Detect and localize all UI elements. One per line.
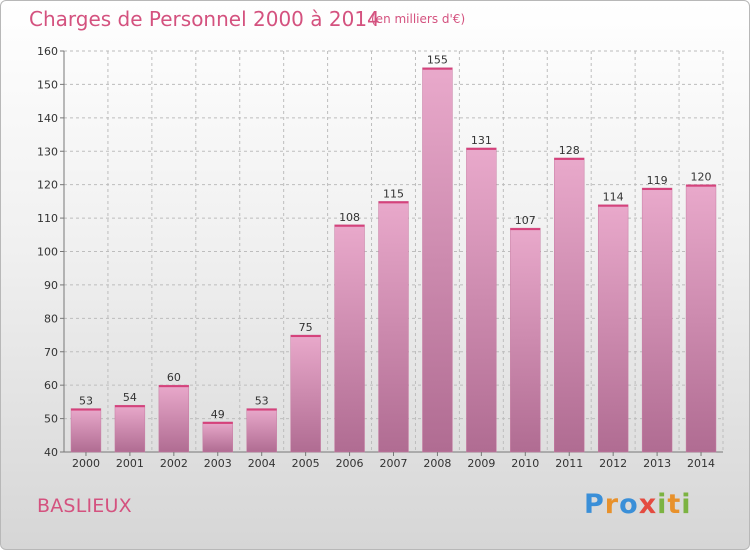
y-tick-label: 90 <box>44 279 58 292</box>
data-label: 107 <box>515 214 536 227</box>
x-tick-label: 2008 <box>423 457 451 470</box>
bar <box>334 224 365 453</box>
brand-letter: r <box>604 489 620 520</box>
y-tick-label: 120 <box>37 179 58 192</box>
brand-letter: i <box>681 489 692 520</box>
x-tick-label: 2014 <box>687 457 715 470</box>
data-label: 53 <box>255 395 269 408</box>
bar <box>158 384 190 453</box>
x-tick-label: 2003 <box>204 457 232 470</box>
bar <box>685 184 717 453</box>
bar-top-edge <box>334 224 365 227</box>
data-label: 114 <box>603 191 624 204</box>
bar <box>378 201 409 453</box>
bar-top-edge <box>202 421 233 424</box>
brand-letter: x <box>638 489 658 520</box>
bar-top-edge <box>71 408 101 411</box>
bar <box>246 408 277 453</box>
chart-title: Charges de Personnel 2000 à 2014 <box>29 7 380 31</box>
y-tick-label: 80 <box>44 312 58 325</box>
y-tick-label: 70 <box>44 346 58 359</box>
bar-top-edge <box>290 335 321 338</box>
brand-letter: i <box>657 489 668 520</box>
x-tick-label: 2009 <box>467 457 495 470</box>
y-tick-label: 140 <box>37 112 58 125</box>
x-tick-label: 2002 <box>160 457 188 470</box>
bar <box>290 334 321 453</box>
bar <box>597 204 629 453</box>
data-label: 54 <box>123 391 137 404</box>
data-label: 120 <box>691 171 712 184</box>
bar-top-edge <box>466 147 497 150</box>
bar <box>466 147 497 453</box>
y-tick-label: 130 <box>37 145 58 158</box>
y-tick-label: 160 <box>37 45 58 58</box>
bar <box>70 408 102 453</box>
brand-letter: o <box>619 489 639 520</box>
data-label: 131 <box>471 134 492 147</box>
x-tick-label: 2012 <box>599 457 627 470</box>
bar <box>641 187 673 453</box>
bar <box>114 404 146 453</box>
x-tick-label: 2010 <box>511 457 539 470</box>
bar-top-edge <box>554 157 585 160</box>
bar-top-edge <box>158 385 189 388</box>
x-tick-label: 2005 <box>292 457 320 470</box>
x-tick-label: 2004 <box>248 457 276 470</box>
data-label: 53 <box>79 395 93 408</box>
data-label: 49 <box>211 408 225 421</box>
bar-top-edge <box>686 184 716 187</box>
bar-top-edge <box>642 188 673 191</box>
bar <box>422 67 453 453</box>
y-tick-label: 60 <box>44 379 58 392</box>
bar-top-edge <box>378 201 409 204</box>
chart-subtitle: (en milliers d'€) <box>371 12 466 26</box>
bar-top-edge <box>422 67 453 70</box>
y-tick-label: 50 <box>44 413 58 426</box>
brand-letter: t <box>667 489 682 520</box>
data-label: 60 <box>167 371 181 384</box>
y-tick-label: 150 <box>37 78 58 91</box>
bar-top-edge <box>598 204 629 207</box>
y-tick-label: 100 <box>37 246 58 259</box>
x-tick-label: 2011 <box>555 457 583 470</box>
brand-letter: P <box>584 489 605 520</box>
x-tick-label: 2001 <box>116 457 144 470</box>
data-label: 119 <box>647 174 668 187</box>
data-label: 75 <box>299 321 313 334</box>
y-tick-label: 110 <box>37 212 58 225</box>
proxiti-logo: Proxiti <box>584 489 692 520</box>
data-label: 108 <box>339 211 360 224</box>
data-label: 155 <box>427 54 448 67</box>
x-tick-label: 2007 <box>380 457 408 470</box>
bar-top-edge <box>246 408 277 411</box>
bar <box>202 421 233 453</box>
x-tick-label: 2006 <box>336 457 364 470</box>
data-label: 128 <box>559 144 580 157</box>
bar-top-edge <box>510 228 541 231</box>
y-tick-label: 40 <box>44 446 58 459</box>
x-tick-label: 2000 <box>72 457 100 470</box>
data-label: 115 <box>383 187 404 200</box>
bar-top-edge <box>114 405 145 408</box>
commune-name: BASLIEUX <box>37 495 132 517</box>
x-tick-label: 2013 <box>643 457 671 470</box>
bar <box>510 227 541 453</box>
bar <box>554 157 585 453</box>
